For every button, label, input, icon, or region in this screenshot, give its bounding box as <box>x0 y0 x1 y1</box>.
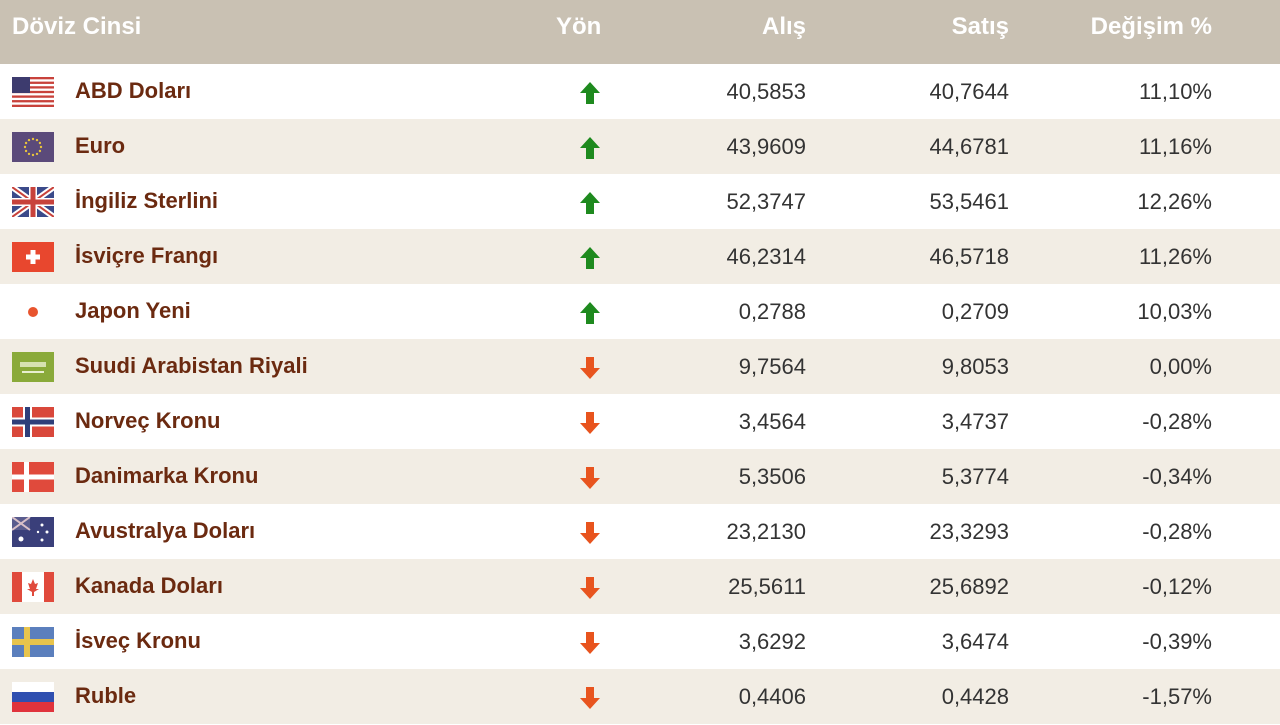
table-row: Ruble 0,4406 0,4428 -1,57% <box>0 669 1280 724</box>
table-row: Norveç Kronu 3,4564 3,4737 -0,28% <box>0 394 1280 449</box>
arrow-up-icon <box>578 135 602 161</box>
buy-value: 0,4406 <box>738 684 806 709</box>
sell-value: 40,7644 <box>929 79 1009 104</box>
sa-flag-icon <box>12 352 54 382</box>
currency-name[interactable]: Japon Yeni <box>75 298 191 323</box>
table-row: İsviçre Frangı 46,2314 46,5718 11,26% <box>0 229 1280 284</box>
table-row: Euro 43,9609 44,6781 11,16% <box>0 119 1280 174</box>
header-direction: Yön <box>556 13 602 40</box>
change-value: -0,34% <box>1142 464 1212 489</box>
arrow-down-icon <box>578 410 602 436</box>
ca-flag-icon <box>12 572 54 602</box>
currency-name[interactable]: Kanada Doları <box>75 573 223 598</box>
change-value: 12,26% <box>1137 189 1212 214</box>
uk-flag-icon <box>10 184 56 220</box>
au-flag-icon <box>11 516 54 547</box>
sell-value: 0,4428 <box>941 684 1009 709</box>
currency-name[interactable]: ABD Doları <box>75 78 192 103</box>
no-flag-icon <box>12 407 54 437</box>
currency-name[interactable]: Danimarka Kronu <box>75 463 259 488</box>
arrow-down-icon <box>578 465 602 491</box>
table-header: Döviz Cinsi Yön Alış Satış Değişim % <box>0 0 1280 64</box>
table-row: Suudi Arabistan Riyali 9,7564 9,8053 0,00% <box>0 339 1280 394</box>
change-value: -0,39% <box>1142 629 1212 654</box>
ru-flag-icon <box>12 682 54 712</box>
currency-name[interactable]: Ruble <box>75 683 137 708</box>
table-row: İngiliz Sterlini 52,3747 53,5461 12,26% <box>0 174 1280 229</box>
buy-value: 3,6292 <box>738 629 806 654</box>
currency-name[interactable]: İsveç Kronu <box>75 628 201 653</box>
change-value: -0,28% <box>1142 519 1212 544</box>
header-change: Değişim % <box>1090 13 1212 40</box>
arrow-up-icon <box>578 190 602 216</box>
change-value: 10,03% <box>1137 299 1212 324</box>
sell-value: 53,5461 <box>929 189 1009 214</box>
sell-value: 44,6781 <box>929 134 1009 159</box>
ch-flag-icon <box>12 242 54 272</box>
sell-value: 25,6892 <box>929 574 1009 599</box>
arrow-down-icon <box>578 520 602 546</box>
buy-value: 23,2130 <box>726 519 806 544</box>
change-value: 11,10% <box>1139 79 1212 104</box>
buy-value: 9,7564 <box>738 354 806 379</box>
sell-value: 3,4737 <box>941 409 1009 434</box>
sell-value: 9,8053 <box>941 354 1009 379</box>
sell-value: 46,5718 <box>929 244 1009 269</box>
currency-name[interactable]: İngiliz Sterlini <box>75 188 219 213</box>
buy-value: 25,5611 <box>728 574 806 599</box>
se-flag-icon <box>12 627 54 657</box>
sell-value: 23,3293 <box>929 519 1009 544</box>
currency-name[interactable]: Suudi Arabistan Riyali <box>75 353 308 378</box>
arrow-up-icon <box>578 245 602 271</box>
change-value: -1,57% <box>1142 684 1212 709</box>
arrow-down-icon <box>578 575 602 601</box>
arrow-down-icon <box>578 355 602 381</box>
buy-value: 5,3506 <box>738 464 806 489</box>
arrow-up-icon <box>578 300 602 326</box>
dk-flag-icon <box>12 462 54 492</box>
currency-name[interactable]: İsviçre Frangı <box>75 243 219 268</box>
buy-value: 3,4564 <box>738 409 806 434</box>
change-value: -0,28% <box>1142 409 1212 434</box>
jp-flag-icon <box>12 297 54 327</box>
change-value: 0,00% <box>1149 354 1212 379</box>
arrow-up-icon <box>578 80 602 106</box>
table-row: İsveç Kronu 3,6292 3,6474 -0,39% <box>0 614 1280 669</box>
eu-flag-icon <box>12 132 54 162</box>
table-row: Kanada Doları 25,5611 25,6892 -0,12% <box>0 559 1280 614</box>
buy-value: 46,2314 <box>726 244 806 269</box>
arrow-down-icon <box>578 685 602 711</box>
table-row: Japon Yeni 0,2788 0,2709 10,03% <box>0 284 1280 339</box>
sell-value: 0,2709 <box>941 299 1009 324</box>
table-row: Avustralya Doları 23,2130 23,3293 -0,28% <box>0 504 1280 559</box>
buy-value: 52,3747 <box>726 189 806 214</box>
sell-value: 3,6474 <box>941 629 1009 654</box>
buy-value: 40,5853 <box>726 79 806 104</box>
change-value: 11,16% <box>1139 134 1212 159</box>
table-body: ABD Doları 40,5853 40,7644 11,10% Euro 43,960… <box>0 64 1280 724</box>
header-sell: Satış <box>951 13 1009 40</box>
currency-name[interactable]: Avustralya Doları <box>75 518 256 543</box>
buy-value: 43,9609 <box>726 134 806 159</box>
change-value: 11,26% <box>1139 244 1212 269</box>
us-flag-icon <box>12 77 54 107</box>
header-currency: Döviz Cinsi <box>12 13 142 40</box>
header-buy: Alış <box>761 13 806 40</box>
table-row: Danimarka Kronu 5,3506 5,3774 -0,34% <box>0 449 1280 504</box>
table-row: ABD Doları 40,5853 40,7644 11,10% <box>0 64 1280 119</box>
change-value: -0,12% <box>1142 574 1212 599</box>
arrow-down-icon <box>578 630 602 656</box>
currency-name[interactable]: Euro <box>75 133 126 158</box>
buy-value: 0,2788 <box>738 299 806 324</box>
sell-value: 5,3774 <box>941 464 1009 489</box>
currency-name[interactable]: Norveç Kronu <box>75 408 221 433</box>
